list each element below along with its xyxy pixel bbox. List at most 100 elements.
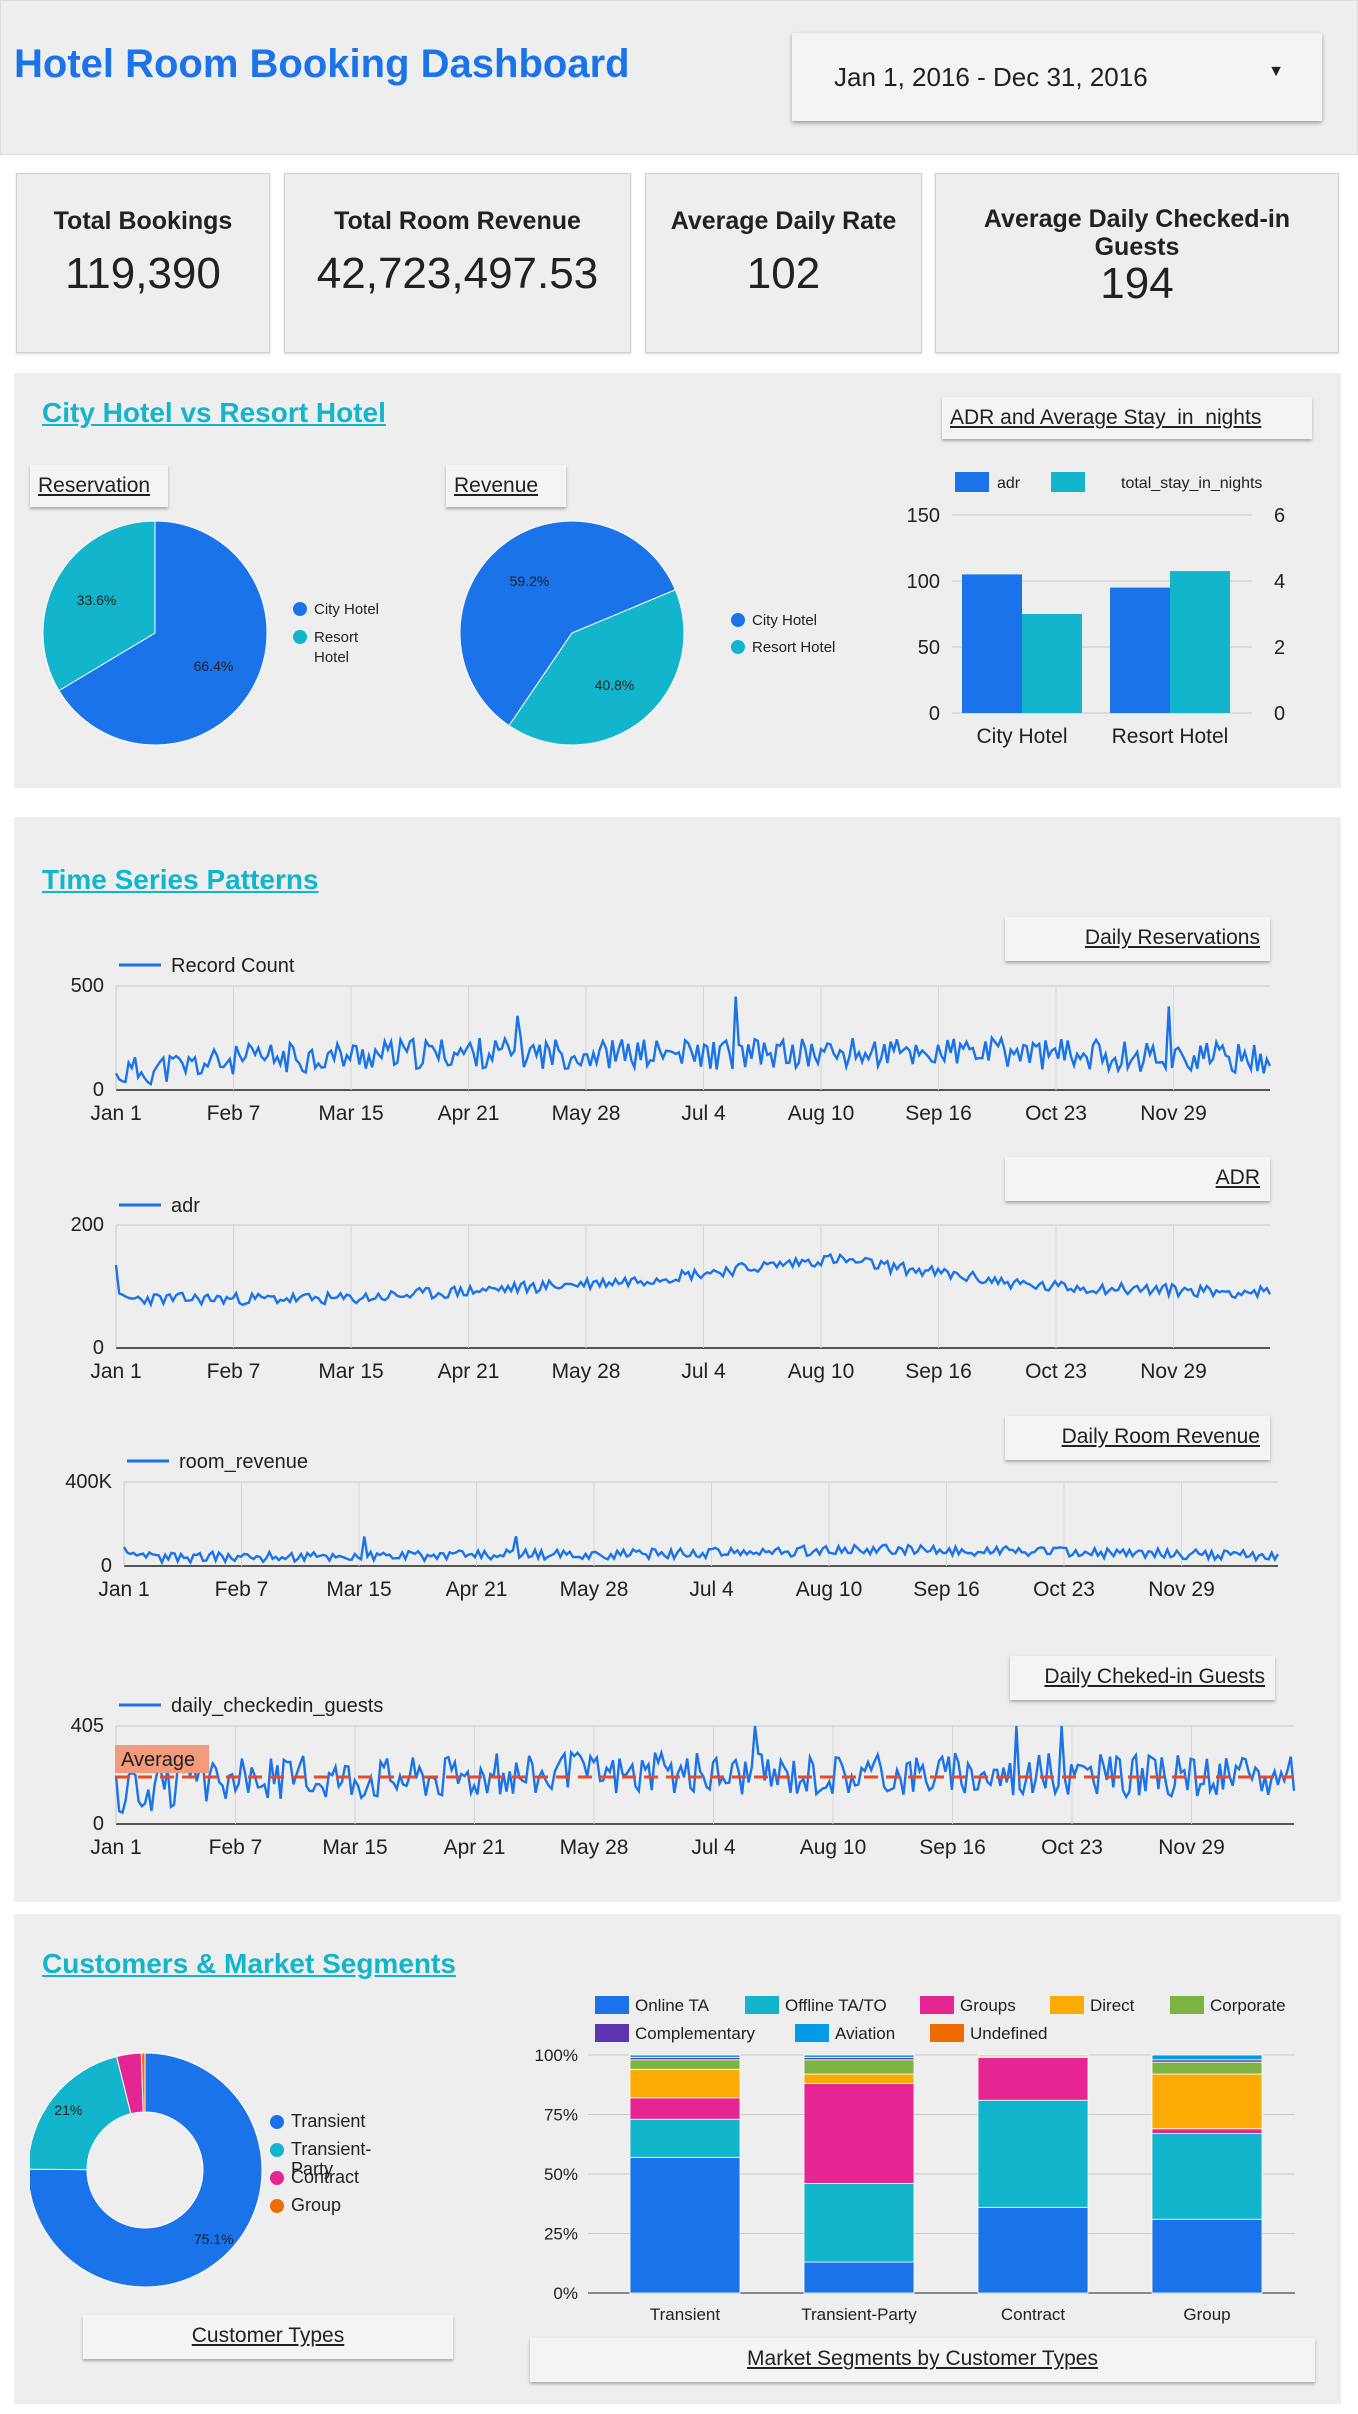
legend-label: daily_checkedin_guests: [171, 1695, 383, 1717]
bar-segment: [1151, 2128, 1263, 2134]
legend-label: Online TA: [635, 1996, 710, 2015]
adr-stay-bar-chart: adr total_stay_in_nights 0 50 100 150 0 2 4 6 City…: [907, 472, 1285, 748]
x-tick-label: Nov 29: [1140, 1102, 1207, 1125]
x-tick-label: Apr 21: [438, 1102, 500, 1125]
series-line: [114, 1252, 1272, 1309]
series-line: [122, 1536, 1280, 1566]
kpi-label: Total Room Revenue: [334, 207, 581, 235]
bar-segment: [629, 2097, 741, 2120]
legend-label: Group: [291, 2195, 341, 2215]
kpi-label: Average Daily Checked-in Guests: [983, 205, 1291, 261]
bar-segment: [629, 2156, 741, 2294]
bar-segment: [1151, 2218, 1263, 2294]
slice-label: 66.4%: [194, 658, 234, 674]
legend-swatch: [955, 472, 989, 492]
legend-label: Record Count: [171, 955, 295, 977]
kpi-value: 119,390: [65, 249, 221, 298]
legend-swatch: [1050, 1996, 1084, 2014]
y-tick-label: 50: [918, 637, 940, 659]
date-range-picker[interactable]: Jan 1, 2016 - Dec 31, 2016 ▼: [792, 33, 1322, 121]
bar-segment: [629, 2118, 741, 2158]
page-title: Hotel Room Booking Dashboard: [14, 42, 630, 86]
pie-slice: [508, 589, 685, 746]
x-tick-label: Jul 4: [681, 1360, 726, 1383]
kpi-value: 42,723,497.53: [316, 249, 599, 298]
bar-segment: [803, 2073, 915, 2084]
legend-swatch: [920, 1996, 954, 2014]
legend-swatch: [270, 2199, 284, 2213]
slice-label: 21%: [54, 2102, 82, 2118]
legend-label: Contract: [291, 2167, 359, 2187]
legend-swatch: [293, 630, 307, 644]
pie-slice: [460, 520, 676, 727]
legend-label: Complementary: [635, 2024, 755, 2043]
legend-label: City Hotel: [752, 612, 817, 629]
customer-types-donut-chart: 75.1% 21% Transient Transient-PartyContract…: [30, 2052, 371, 2288]
bar: [1170, 571, 1230, 713]
x-tick-label: Feb 7: [215, 1578, 269, 1601]
legend-swatch: [930, 2024, 964, 2042]
x-tick-label: Jul 4: [689, 1578, 734, 1601]
legend-label: Offline TA/TO: [785, 1996, 887, 2015]
revenue-pie-chart: 59.2% 40.8% City Hotel Resort Hotel: [460, 520, 835, 746]
market-segments-stacked-bar-chart: Online TA Offline TA/TO Groups Direct Corpor…: [535, 1996, 1295, 2324]
y-tick-label: 0: [93, 1079, 104, 1101]
x-tick-label: Jan 1: [90, 1836, 141, 1859]
x-tick-label: Jan 1: [98, 1578, 149, 1601]
legend-label: Aviation: [835, 2024, 895, 2043]
daily-checked-in-guests-tag: Daily Cheked-in Guests: [1010, 1656, 1275, 1700]
legend-label: Transient-: [291, 2139, 371, 2159]
x-tick-label: Group: [1183, 2305, 1230, 2324]
x-tick-label: Feb 7: [209, 1836, 263, 1859]
section-title: City Hotel vs Resort Hotel: [42, 397, 386, 428]
dropdown-caret-icon[interactable]: ▼: [1268, 63, 1284, 80]
series-line: [114, 1725, 1296, 1815]
x-tick-label: Oct 23: [1041, 1836, 1103, 1859]
adr-stay-tag: ADR and Average Stay_in_nights: [942, 397, 1312, 439]
bar-segment: [629, 2068, 741, 2099]
legend-swatch: [731, 640, 745, 654]
legend-label: City Hotel: [314, 601, 379, 618]
x-tick-label: Mar 15: [318, 1102, 383, 1125]
bar-segment: [1151, 2133, 1263, 2220]
x-tick-label: Jul 4: [691, 1836, 736, 1859]
legend-label: Transient: [291, 2111, 365, 2131]
y-tick-label: 6: [1274, 505, 1285, 527]
x-tick-label: Transient-Party: [801, 2305, 917, 2324]
x-tick-label: Mar 15: [326, 1578, 391, 1601]
x-tick-label: Transient: [650, 2305, 721, 2324]
legend-swatch: [731, 613, 745, 627]
x-tick-label: Resort Hotel: [1112, 725, 1229, 748]
kpi-total-room-revenue: Total Room Revenue 42,723,497.53: [284, 173, 631, 353]
section-time-series: [14, 817, 1341, 1902]
legend-label: adr: [997, 475, 1021, 492]
x-tick-label: City Hotel: [976, 725, 1067, 748]
legend-swatch: [795, 2024, 829, 2042]
legend-swatch: [270, 2143, 284, 2157]
y-tick-label: 0%: [553, 2284, 578, 2303]
slice-label: 75.1%: [194, 2231, 234, 2247]
x-tick-label: May 28: [552, 1102, 621, 1125]
bar-segment: [977, 2206, 1089, 2294]
x-tick-label: Aug 10: [788, 1102, 855, 1125]
x-tick-label: Oct 23: [1033, 1578, 1095, 1601]
legend-label: Corporate: [1210, 1996, 1286, 2015]
x-tick-label: Contract: [1001, 2305, 1066, 2324]
x-tick-label: Apr 21: [446, 1578, 508, 1601]
x-tick-label: Apr 21: [444, 1836, 506, 1859]
market-segments-tag: Market Segments by Customer Types: [530, 2338, 1315, 2382]
y-tick-label: 0: [93, 1813, 104, 1835]
legend-swatch: [1170, 1996, 1204, 2014]
x-tick-label: Nov 29: [1158, 1836, 1225, 1859]
series-line: [114, 996, 1272, 1087]
y-tick-label: 0: [101, 1555, 112, 1577]
x-tick-label: Oct 23: [1025, 1360, 1087, 1383]
pie-slice: [58, 520, 268, 746]
x-tick-label: Jul 4: [681, 1102, 726, 1125]
x-tick-label: Aug 10: [796, 1578, 863, 1601]
kpi-label: Average Daily Rate: [670, 207, 897, 235]
x-tick-label: May 28: [560, 1578, 629, 1601]
y-tick-label: 0: [93, 1337, 104, 1359]
legend-swatch: [595, 2024, 629, 2042]
